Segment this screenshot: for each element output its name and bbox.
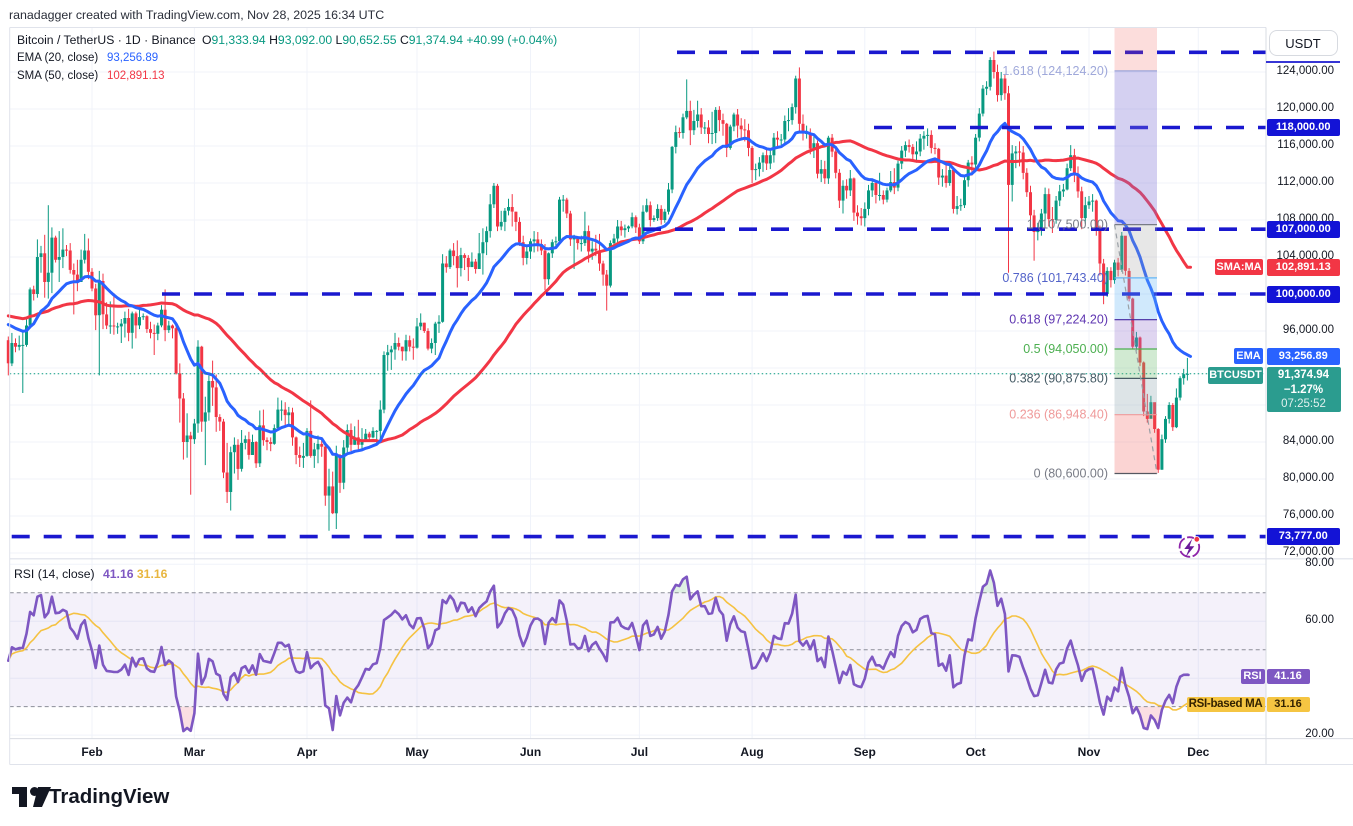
svg-text:0.618 (97,224.20): 0.618 (97,224.20)	[1009, 313, 1108, 327]
svg-text:0.786 (101,743.40): 0.786 (101,743.40)	[1002, 271, 1108, 285]
svg-text:0.382 (90,875.80): 0.382 (90,875.80)	[1009, 371, 1108, 385]
svg-text:0.236 (86,948.40): 0.236 (86,948.40)	[1009, 408, 1108, 422]
svg-text:0.5 (94,050.00): 0.5 (94,050.00)	[1023, 342, 1108, 356]
svg-text:1 (107,500.00): 1 (107,500.00)	[1027, 218, 1108, 232]
svg-text:0 (80,600.00): 0 (80,600.00)	[1034, 467, 1108, 481]
svg-text:1.618 (124,124.20): 1.618 (124,124.20)	[1002, 64, 1108, 78]
